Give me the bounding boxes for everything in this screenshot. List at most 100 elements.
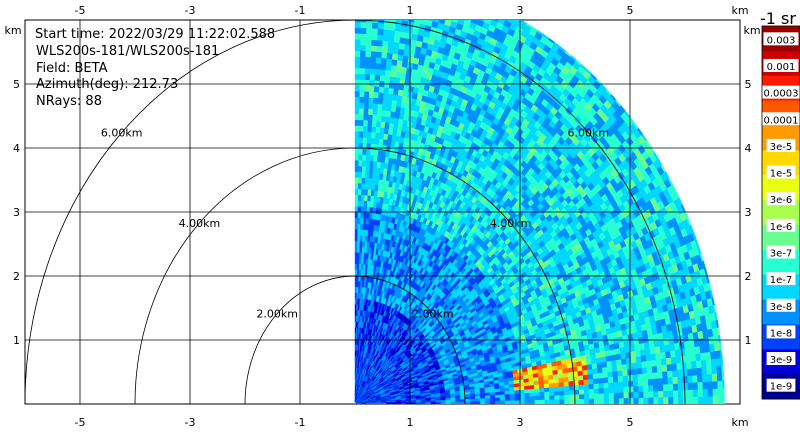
data-cell xyxy=(373,11,379,17)
data-cell xyxy=(371,126,377,133)
data-cell xyxy=(388,81,395,89)
data-cell xyxy=(438,20,446,25)
data-cell xyxy=(434,10,441,17)
data-cell xyxy=(354,240,358,247)
data-cell xyxy=(354,159,359,167)
data-cell xyxy=(363,119,369,127)
data-cell xyxy=(382,92,389,100)
data-cell xyxy=(359,96,365,104)
data-cell xyxy=(394,30,402,38)
data-cell xyxy=(429,3,436,10)
data-cell xyxy=(391,13,398,20)
data-cell xyxy=(505,20,506,21)
data-cell xyxy=(378,86,385,94)
data-cell xyxy=(360,44,367,52)
data-cell xyxy=(389,20,397,26)
data-cell xyxy=(360,39,367,46)
data-cell xyxy=(436,0,443,6)
data-cell xyxy=(402,20,409,22)
data-cell xyxy=(373,155,379,162)
data-cell xyxy=(430,0,437,4)
data-cell xyxy=(457,0,465,1)
data-cell xyxy=(364,189,369,196)
data-cell xyxy=(415,11,422,18)
data-cell xyxy=(389,76,396,84)
data-cell xyxy=(364,73,371,81)
data-cell xyxy=(361,188,366,196)
data-cell xyxy=(359,79,366,86)
data-cell xyxy=(364,194,369,202)
data-cell xyxy=(457,20,465,26)
data-cell xyxy=(477,0,484,3)
data-cell xyxy=(385,69,392,77)
data-cell xyxy=(357,229,361,236)
data-cell xyxy=(360,194,365,202)
data-cell xyxy=(382,34,390,42)
data-cell xyxy=(428,20,434,22)
data-cell xyxy=(362,148,367,156)
data-cell xyxy=(474,6,482,14)
data-cell xyxy=(357,188,362,196)
data-cell xyxy=(398,0,405,3)
data-cell xyxy=(502,10,509,15)
data-cell xyxy=(384,75,391,83)
data-cell xyxy=(417,0,424,7)
data-cell xyxy=(383,28,390,36)
data-cell xyxy=(354,108,360,115)
data-cell xyxy=(376,120,382,128)
data-cell xyxy=(354,27,362,34)
data-cell xyxy=(379,11,385,17)
data-cell xyxy=(374,68,381,76)
data-cell xyxy=(381,109,387,117)
data-cell xyxy=(358,136,364,144)
data-cell xyxy=(371,120,378,127)
data-cell xyxy=(441,6,448,13)
data-cell xyxy=(354,79,361,86)
data-cell xyxy=(422,7,429,14)
data-cell xyxy=(360,211,365,219)
data-cell xyxy=(381,51,388,59)
data-cell xyxy=(354,269,358,276)
data-cell xyxy=(387,46,394,54)
data-cell xyxy=(354,309,357,316)
data-cell xyxy=(364,85,370,92)
data-cell xyxy=(359,56,366,63)
data-cell xyxy=(455,4,463,12)
data-cell xyxy=(364,67,371,75)
data-cell xyxy=(367,131,372,139)
data-cell xyxy=(378,92,384,99)
data-cell xyxy=(370,56,377,64)
data-cell xyxy=(363,96,370,104)
data-cell xyxy=(387,93,394,101)
data-cell xyxy=(359,85,366,92)
data-cell xyxy=(369,154,375,162)
data-cell xyxy=(421,12,428,19)
data-cell xyxy=(365,154,371,162)
data-cell xyxy=(488,6,496,14)
data-cell xyxy=(367,11,373,17)
data-cell xyxy=(365,160,371,167)
data-cell xyxy=(391,7,398,14)
data-cell xyxy=(473,11,481,19)
data-cell xyxy=(369,73,376,81)
data-cell xyxy=(354,263,358,270)
data-cell xyxy=(354,113,360,121)
data-cell xyxy=(464,0,472,3)
data-cell xyxy=(360,217,364,225)
data-cell xyxy=(372,160,378,168)
data-cell xyxy=(354,96,360,103)
data-cell xyxy=(456,0,464,6)
data-cell xyxy=(366,137,372,144)
data-cell xyxy=(467,9,475,17)
data-cell xyxy=(354,234,358,242)
data-cell xyxy=(354,171,359,178)
data-cell xyxy=(358,182,363,190)
data-cell xyxy=(363,125,369,133)
data-cell xyxy=(371,131,377,139)
data-cell xyxy=(370,45,378,52)
data-cell xyxy=(360,27,367,34)
data-cell xyxy=(371,33,378,41)
data-cell xyxy=(390,70,397,78)
data-cell xyxy=(362,160,367,167)
data-cell xyxy=(365,171,370,179)
